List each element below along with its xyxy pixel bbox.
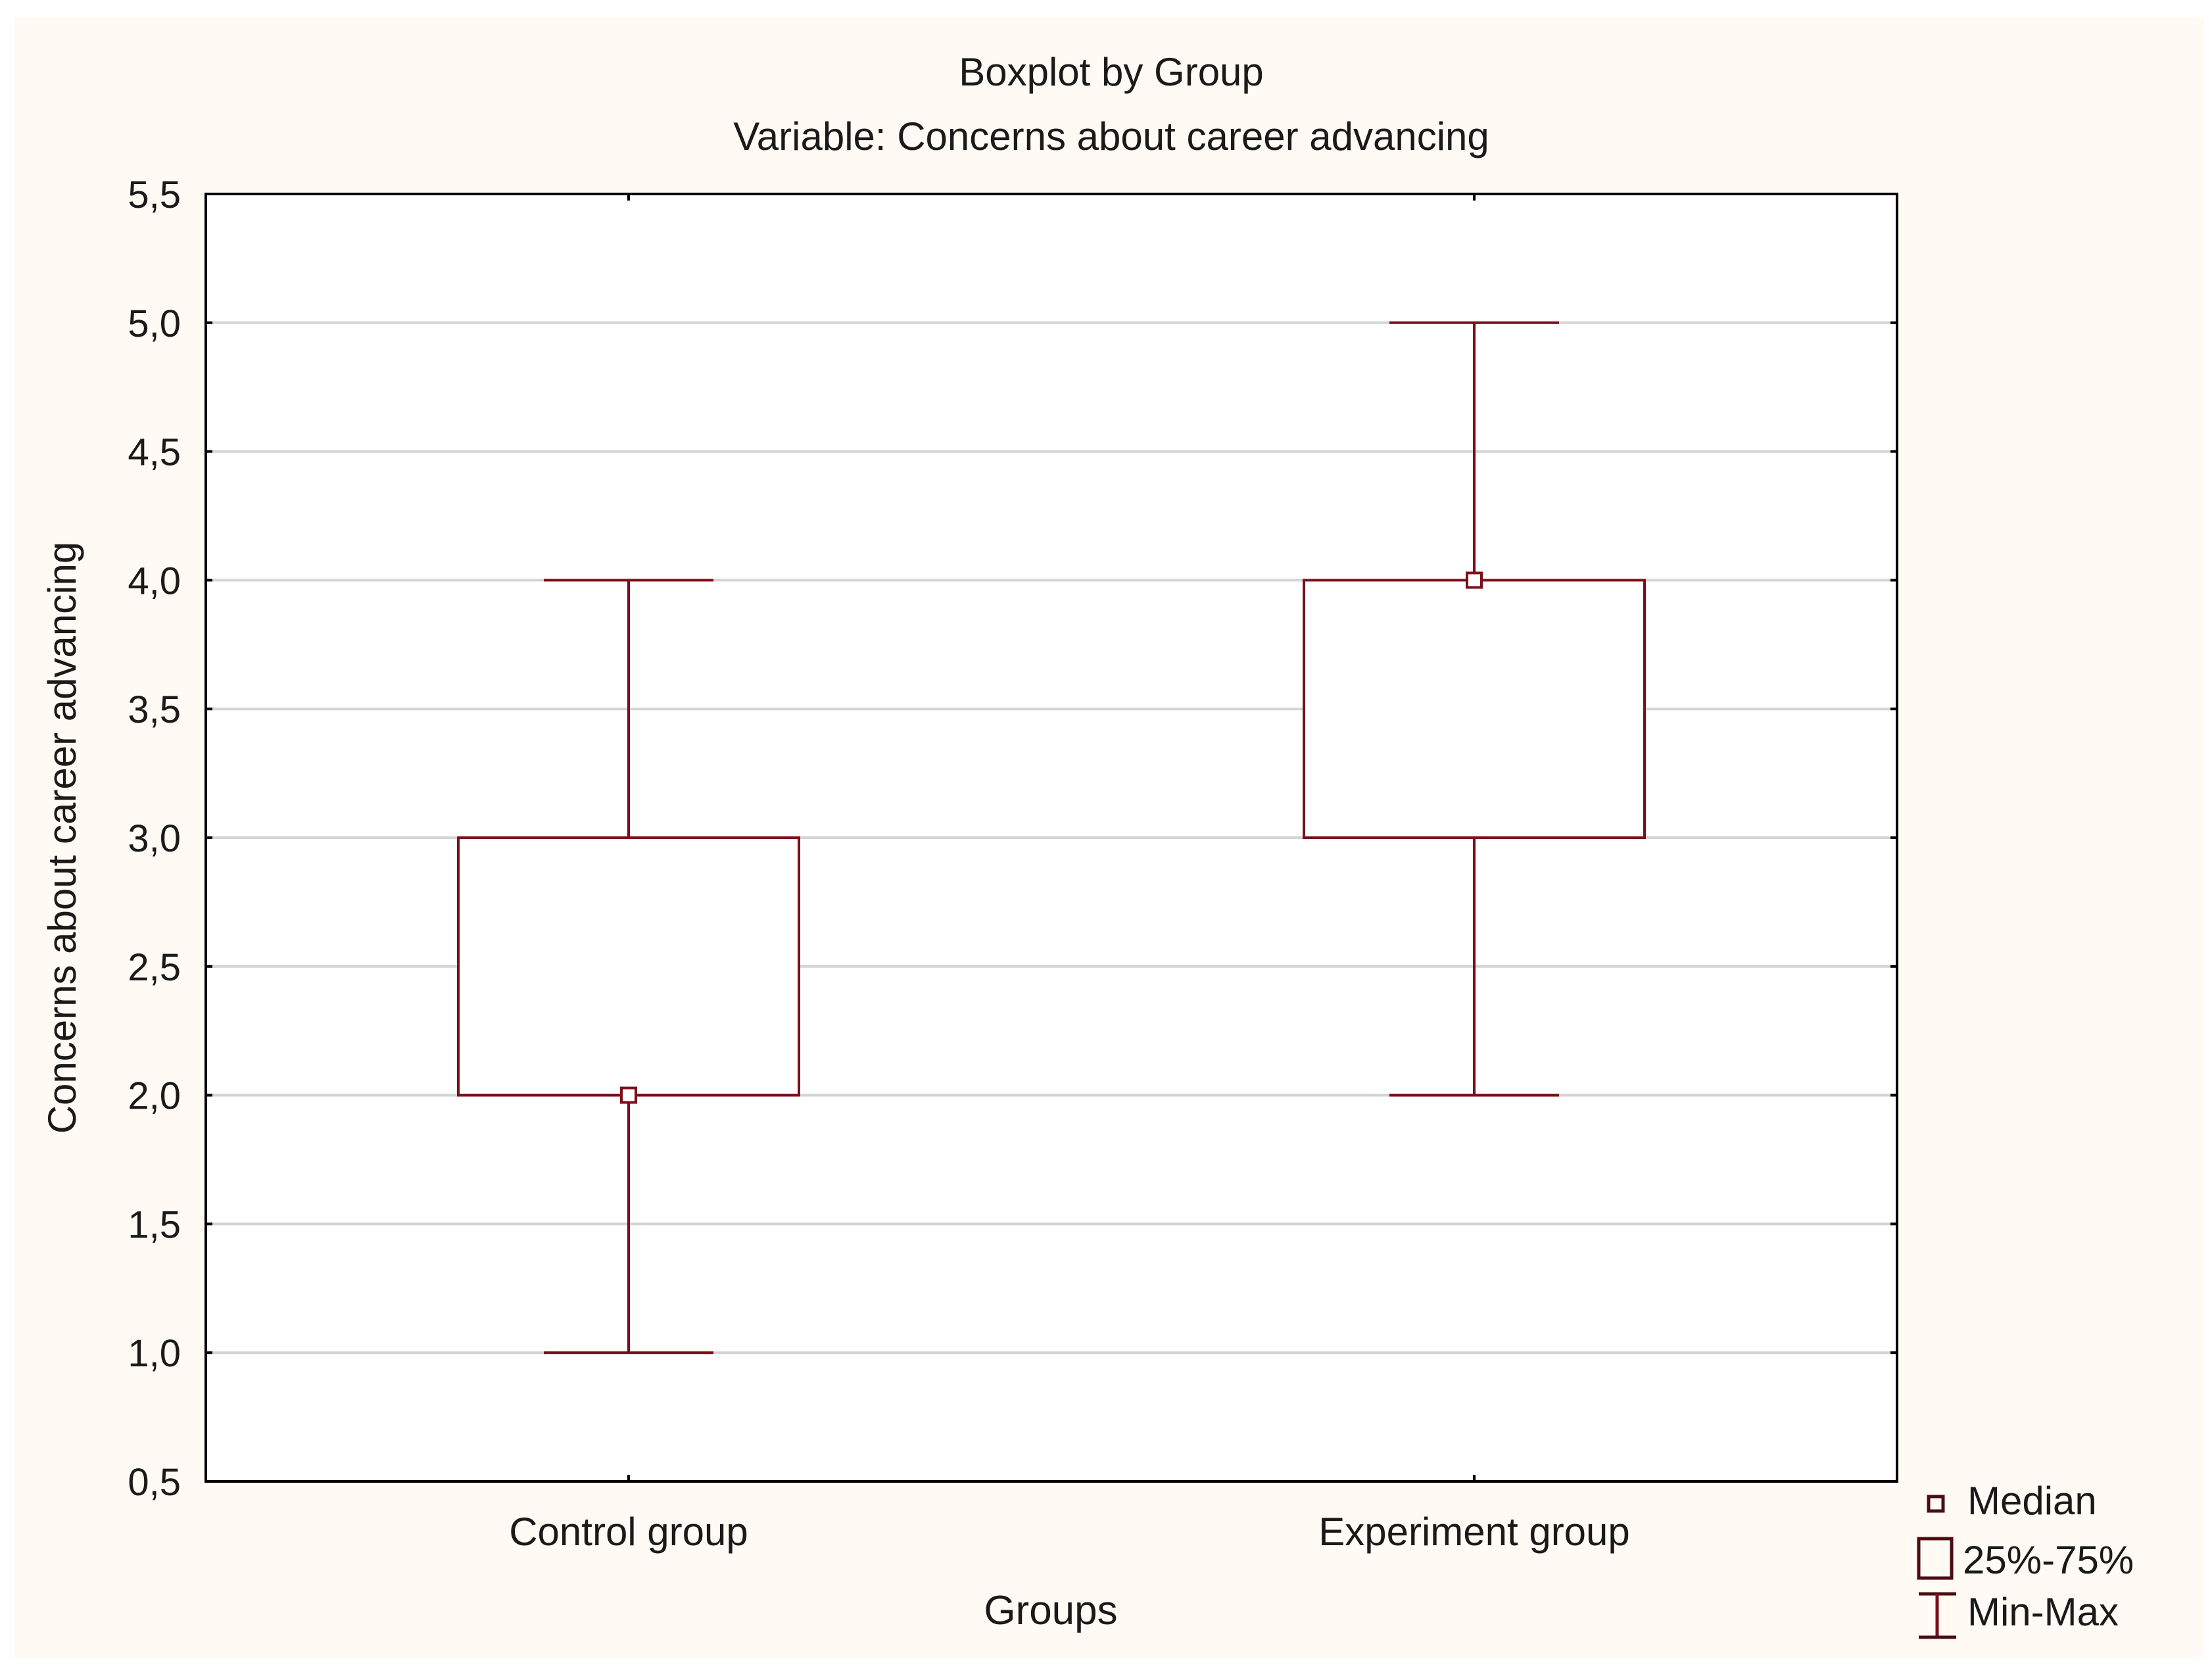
y-tick-label: 1,5 xyxy=(128,1203,181,1246)
y-tick-label: 2,5 xyxy=(128,946,181,989)
y-axis-label: Concerns about career advancing xyxy=(40,542,84,1134)
y-tick-label: 1,0 xyxy=(128,1332,181,1375)
median-marker xyxy=(620,1086,637,1104)
legend-box-icon xyxy=(1917,1537,1954,1580)
legend-minmax-label: Min-Max xyxy=(1967,1590,2119,1634)
y-tick-label: 4,0 xyxy=(128,560,181,602)
y-tick-label: 5,5 xyxy=(128,174,181,216)
y-tick-label: 2,0 xyxy=(128,1075,181,1118)
y-tick-label: 4,5 xyxy=(128,431,181,474)
chart-subtitle: Variable: Concerns about career advancin… xyxy=(733,114,1489,158)
x-tick-label: Control group xyxy=(509,1510,748,1554)
y-tick-label: 0,5 xyxy=(128,1461,181,1504)
iqr-box xyxy=(1303,579,1646,840)
legend-box-label: 25%-75% xyxy=(1963,1538,2134,1582)
y-tick-label: 3,0 xyxy=(128,817,181,860)
legend-median-label: Median xyxy=(1967,1479,2097,1523)
iqr-box xyxy=(457,836,800,1097)
x-tick-label: Experiment group xyxy=(1318,1510,1630,1554)
legend-median-icon xyxy=(1927,1495,1945,1513)
chart-title: Boxplot by Group xyxy=(959,50,1264,94)
y-tick-label: 3,5 xyxy=(128,688,181,731)
median-marker xyxy=(1466,571,1483,589)
y-tick-label: 5,0 xyxy=(128,302,181,345)
x-axis-label: Groups xyxy=(984,1588,1117,1633)
legend: Median 25%-75% Min-Max xyxy=(1917,1479,2134,1639)
